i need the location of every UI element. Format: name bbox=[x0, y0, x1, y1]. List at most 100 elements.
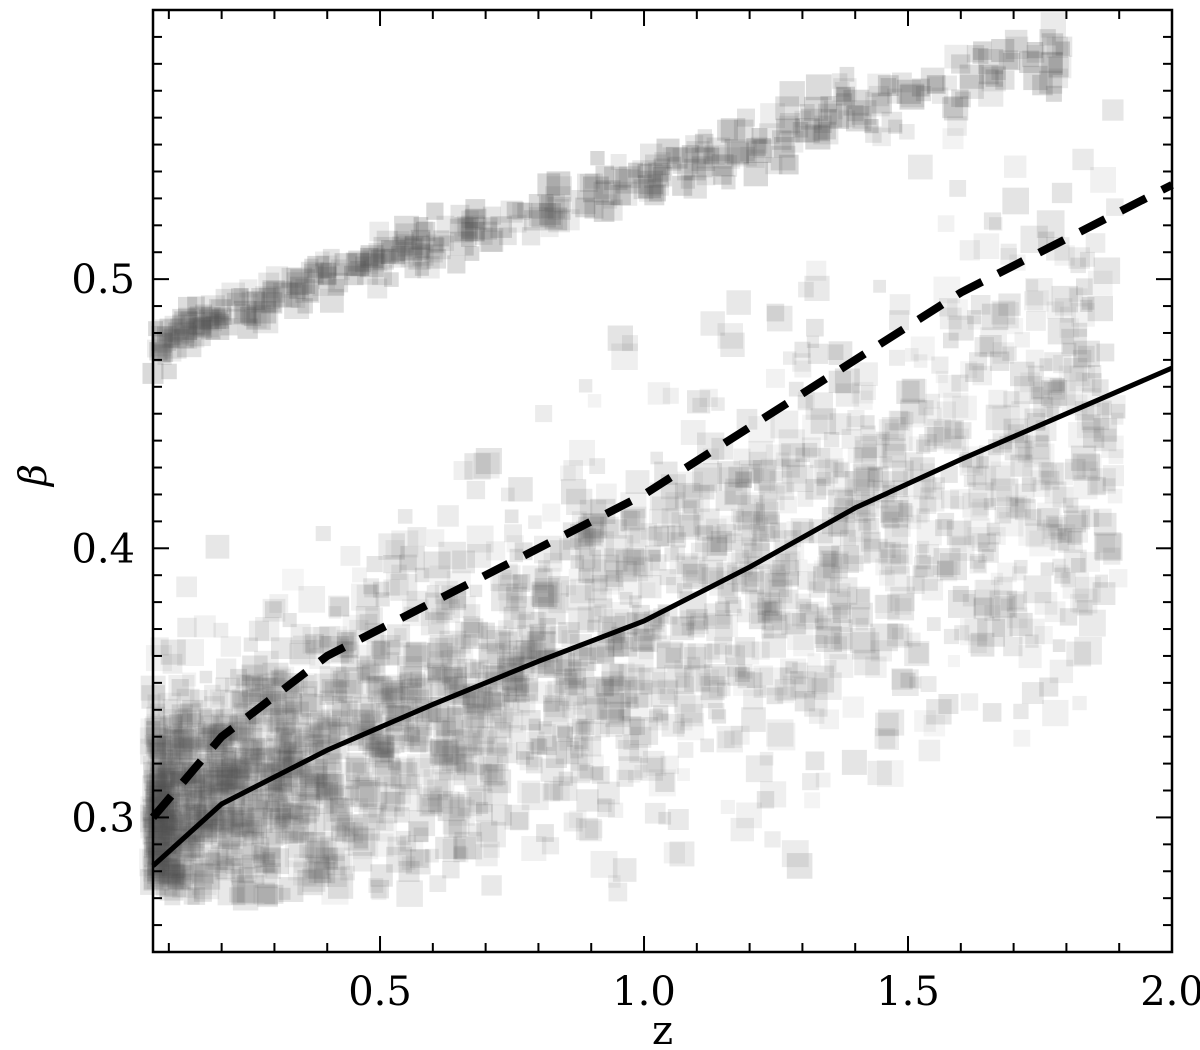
data-point bbox=[284, 294, 310, 319]
data-point bbox=[1055, 41, 1070, 56]
data-point bbox=[687, 643, 713, 668]
data-point bbox=[289, 805, 303, 820]
data-point bbox=[660, 755, 679, 775]
data-point bbox=[607, 637, 624, 653]
data-point bbox=[306, 639, 321, 655]
data-point bbox=[1039, 358, 1053, 372]
data-point bbox=[466, 711, 484, 729]
data-point bbox=[662, 387, 679, 404]
data-point bbox=[163, 714, 183, 734]
data-point bbox=[1000, 243, 1017, 260]
data-point bbox=[244, 827, 257, 841]
data-point bbox=[1021, 682, 1044, 704]
data-point bbox=[360, 655, 386, 682]
data-point bbox=[756, 502, 779, 525]
data-point bbox=[254, 845, 282, 873]
data-point bbox=[303, 727, 317, 741]
data-point bbox=[426, 202, 444, 220]
data-point bbox=[1026, 45, 1045, 63]
data-point bbox=[559, 678, 587, 706]
data-point bbox=[491, 693, 506, 707]
data-point bbox=[501, 487, 515, 502]
data-point bbox=[867, 73, 891, 97]
data-point bbox=[230, 813, 255, 838]
data-point bbox=[278, 804, 302, 827]
data-point bbox=[254, 650, 279, 676]
data-point bbox=[669, 561, 683, 575]
data-point bbox=[764, 602, 779, 616]
data-point bbox=[571, 190, 596, 215]
data-point bbox=[328, 606, 342, 619]
data-point bbox=[585, 683, 599, 698]
data-point bbox=[546, 176, 572, 202]
data-point bbox=[730, 508, 744, 522]
data-point bbox=[359, 613, 378, 632]
data-point bbox=[735, 667, 750, 682]
data-point bbox=[345, 252, 369, 276]
data-point bbox=[623, 508, 645, 530]
data-point bbox=[530, 626, 545, 642]
data-point bbox=[1059, 608, 1078, 626]
data-point bbox=[714, 636, 732, 655]
data-point bbox=[739, 460, 762, 483]
data-point bbox=[782, 675, 807, 700]
data-point bbox=[564, 668, 586, 690]
data-point bbox=[391, 530, 419, 558]
data-point bbox=[330, 796, 347, 814]
data-point bbox=[380, 750, 393, 763]
data-point bbox=[543, 698, 568, 722]
data-point bbox=[661, 713, 685, 737]
data-point bbox=[461, 231, 477, 247]
data-point bbox=[979, 64, 999, 85]
data-point bbox=[466, 525, 494, 553]
data-point bbox=[1052, 36, 1073, 57]
data-point bbox=[914, 544, 928, 558]
data-point bbox=[379, 805, 398, 824]
data-point bbox=[291, 785, 307, 801]
data-point bbox=[855, 466, 881, 492]
data-point bbox=[640, 582, 656, 598]
data-point bbox=[161, 329, 180, 348]
data-point bbox=[548, 576, 569, 597]
data-point bbox=[400, 246, 422, 268]
data-point bbox=[301, 284, 319, 302]
data-point bbox=[307, 255, 330, 278]
data-point bbox=[172, 863, 186, 878]
data-point bbox=[502, 648, 515, 662]
data-point bbox=[624, 679, 653, 708]
data-point bbox=[321, 708, 343, 730]
data-point bbox=[472, 730, 498, 756]
data-point bbox=[159, 318, 183, 342]
data-point bbox=[971, 533, 990, 551]
data-point bbox=[751, 602, 773, 624]
data-point bbox=[892, 72, 912, 93]
data-point bbox=[716, 610, 732, 625]
data-point bbox=[535, 405, 553, 423]
data-point bbox=[234, 683, 253, 702]
data-point bbox=[786, 464, 814, 492]
data-point bbox=[658, 811, 672, 825]
data-point bbox=[211, 308, 226, 323]
data-point bbox=[752, 514, 780, 542]
data-point bbox=[558, 622, 580, 644]
data-point bbox=[972, 466, 997, 491]
data-point bbox=[262, 807, 281, 825]
data-point bbox=[885, 566, 910, 592]
data-point bbox=[407, 727, 432, 752]
data-point bbox=[1072, 453, 1100, 481]
data-point bbox=[208, 759, 224, 774]
data-point bbox=[793, 635, 815, 657]
y-axis-label: β bbox=[11, 464, 55, 488]
data-point bbox=[962, 594, 976, 607]
data-point bbox=[750, 136, 768, 154]
data-point bbox=[147, 339, 165, 358]
data-point bbox=[735, 549, 750, 564]
data-point bbox=[537, 659, 556, 678]
data-point bbox=[476, 691, 502, 716]
data-point bbox=[944, 44, 969, 69]
data-point bbox=[172, 873, 197, 898]
data-point bbox=[797, 491, 814, 507]
data-point bbox=[306, 758, 328, 781]
data-point bbox=[457, 791, 482, 817]
